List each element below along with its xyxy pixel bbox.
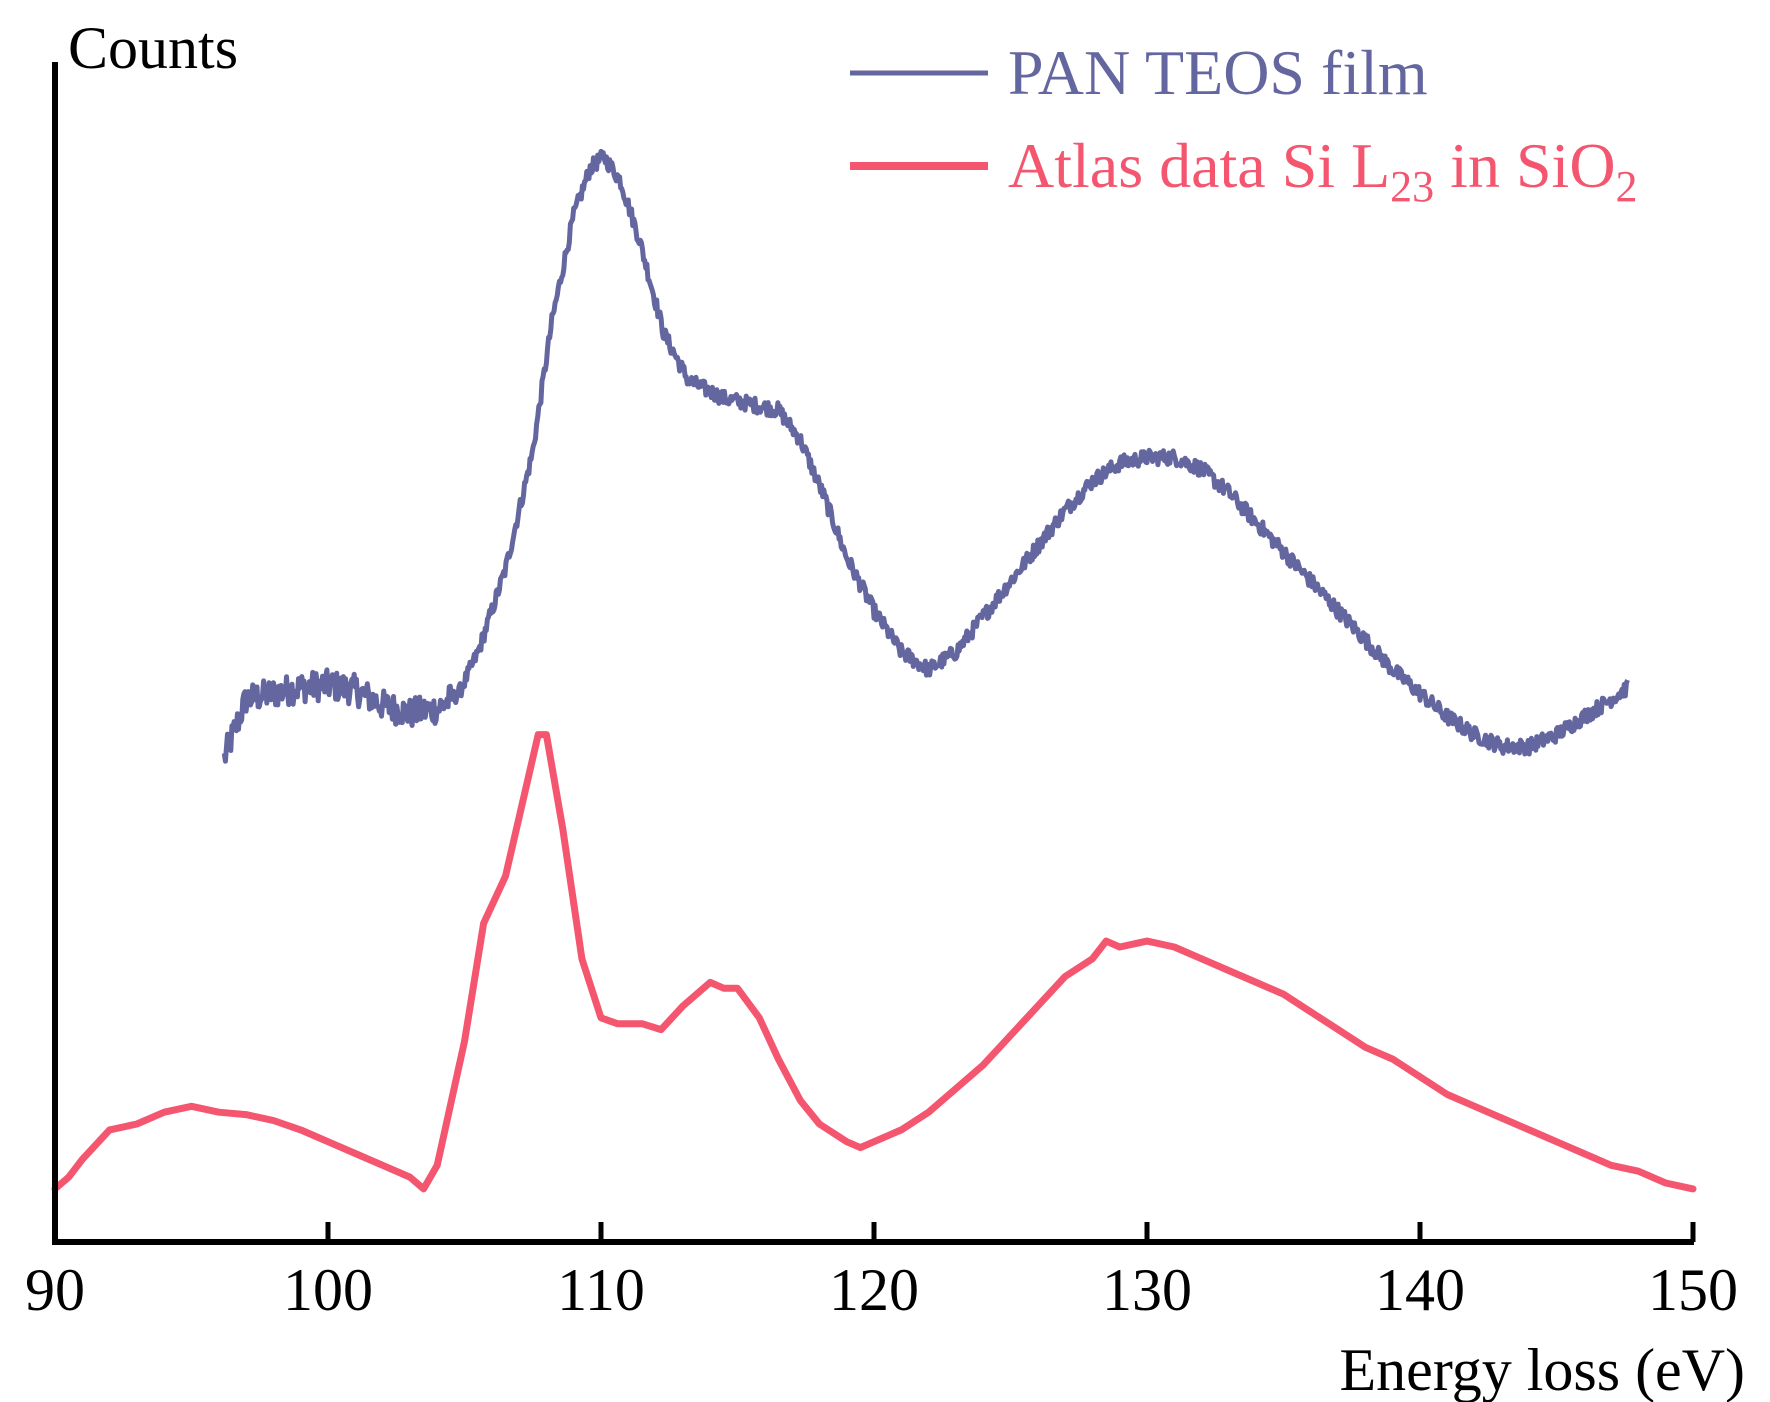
x-tick-label-100: 100 [283, 1257, 373, 1323]
x-tick-label-120: 120 [829, 1257, 919, 1323]
x-tick-label-130: 130 [1102, 1257, 1192, 1323]
y-axis-label: Counts [68, 15, 238, 81]
x-tick-label-90: 90 [25, 1257, 85, 1323]
x-tick-label-140: 140 [1375, 1257, 1465, 1323]
legend-label-atlas-data: Atlas data Si L23 in SiO2 [1008, 130, 1638, 211]
legend-label-atlas-subscript-2: 2 [1616, 162, 1638, 211]
legend-label-atlas-mid: in SiO [1434, 130, 1615, 201]
axes: 90 100 110 120 130 140 150 [25, 62, 1738, 1323]
x-axis-label: Energy loss (eV) [1340, 1337, 1745, 1402]
x-tick-labels: 90 100 110 120 130 140 150 [25, 1257, 1738, 1323]
legend-label-atlas-subscript-23: 23 [1390, 162, 1434, 211]
x-tick-label-150: 150 [1648, 1257, 1738, 1323]
x-tick-label-110: 110 [557, 1257, 645, 1323]
plot-area [51, 148, 1697, 1193]
legend-label-pan-teos: PAN TEOS film [1008, 37, 1428, 108]
legend-label-atlas-main: Atlas data Si L [1008, 130, 1390, 201]
series-atlas-data-line [51, 731, 1697, 1193]
x-ticks [52, 1222, 1696, 1242]
series-pan-teos-film-line [221, 148, 1630, 764]
legend: PAN TEOS film Atlas data Si L23 in SiO2 [850, 37, 1638, 211]
